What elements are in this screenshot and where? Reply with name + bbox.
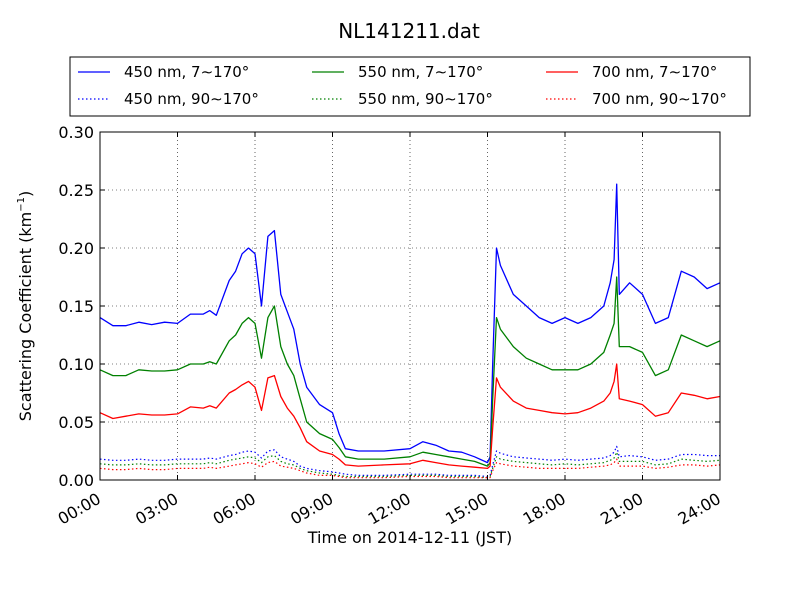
y-axis-label-sup: −1 [16, 197, 27, 212]
legend-label: 450 nm, 90∼170° [124, 90, 259, 108]
legend-label: 550 nm, 90∼170° [358, 90, 493, 108]
y-axis-label-close: ) [16, 191, 35, 197]
x-axis-label: Time on 2014-12-11 (JST) [307, 528, 512, 547]
x-tick-label: 12:00 [365, 489, 414, 529]
y-axis-label: Scattering Coefficient (km−1) [16, 191, 35, 422]
series-line-0 [99, 183, 721, 464]
x-tick-label: 00:00 [55, 489, 104, 529]
legend-label: 550 nm, 7∼170° [358, 63, 483, 81]
y-tick-label: 0.10 [58, 355, 94, 374]
x-tick-label: 21:00 [597, 489, 646, 529]
y-tick-label: 0.20 [58, 239, 94, 258]
y-axis-label-main: Scattering Coefficient (km [16, 212, 35, 422]
chart-title: NL141211.dat [338, 19, 480, 43]
plot-area: 00:00 03:00 06:00 09:00 12:00 15:00 18:00 21:00… [55, 123, 724, 529]
axis-ticks: 00:00 03:00 06:00 09:00 12:00 15:00 18:00 21:00… [55, 123, 724, 529]
x-tick-label: 15:00 [442, 489, 491, 529]
y-tick-label: 0.30 [58, 123, 94, 142]
legend-label: 700 nm, 90∼170° [592, 90, 727, 108]
series-line-2 [99, 363, 721, 470]
y-tick-label: 0.05 [58, 413, 94, 432]
y-tick-label: 0.15 [58, 297, 94, 316]
x-tick-label: 18:00 [520, 489, 569, 529]
legend-label: 450 nm, 7∼170° [124, 63, 249, 81]
series-line-1 [99, 276, 721, 467]
x-tick-label: 24:00 [675, 489, 724, 529]
x-tick-label: 09:00 [287, 489, 336, 529]
x-tick-label: 06:00 [210, 489, 259, 529]
legend: 450 nm, 7∼170° 550 nm, 7∼170° 700 nm, 7∼17… [69, 56, 751, 117]
series-line-3 [99, 445, 720, 478]
y-tick-label: 0.25 [58, 181, 94, 200]
y-tick-label: 0.00 [58, 471, 94, 490]
x-tick-label: 03:00 [132, 489, 181, 529]
series-line-4 [99, 451, 721, 479]
grid [100, 132, 720, 480]
legend-label: 700 nm, 7∼170° [592, 63, 717, 81]
legend-frame [69, 56, 751, 117]
